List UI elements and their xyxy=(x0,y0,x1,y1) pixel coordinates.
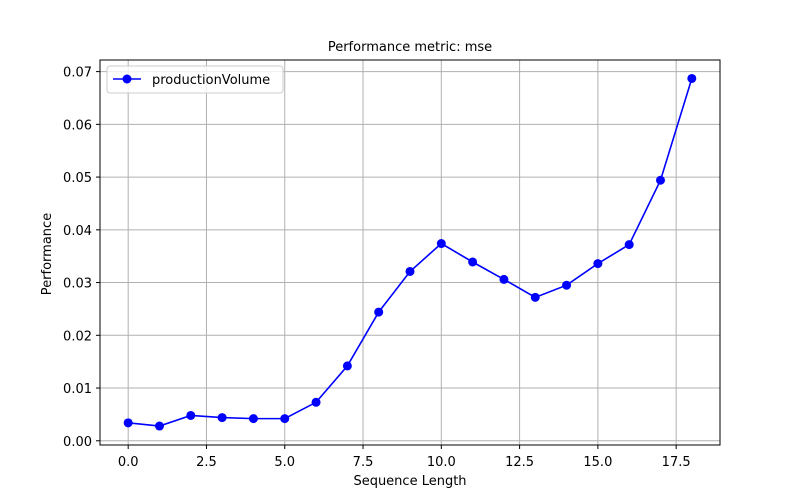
data-point xyxy=(248,414,258,424)
legend: productionVolume xyxy=(106,65,284,94)
x-tick-label: 0.0 xyxy=(118,455,139,470)
data-point xyxy=(154,421,164,431)
data-point xyxy=(624,240,634,250)
x-tick-label: 15.0 xyxy=(583,455,612,470)
x-tick-label: 7.5 xyxy=(353,455,374,470)
x-tick-label: 2.5 xyxy=(196,455,217,470)
x-tick-label: 17.5 xyxy=(662,455,691,470)
data-point xyxy=(311,397,321,407)
data-point xyxy=(405,266,415,276)
data-point xyxy=(123,418,133,428)
data-point xyxy=(530,292,540,302)
x-tick-label: 10.0 xyxy=(427,455,456,470)
x-tick-label: 12.5 xyxy=(505,455,534,470)
legend-box xyxy=(106,65,284,94)
y-tick-label: 0.01 xyxy=(63,382,92,397)
chart-title: Performance metric: mse xyxy=(328,40,492,55)
y-tick-label: 0.07 xyxy=(63,66,92,81)
grid xyxy=(100,60,720,445)
x-tick-label: 5.0 xyxy=(274,455,295,470)
x-axis-ticks: 0.0 2.5 5.0 7.5 10.0 12.5 15.0 17.5 xyxy=(118,445,691,470)
y-tick-label: 0.00 xyxy=(63,435,92,450)
data-point xyxy=(374,307,384,317)
data-point xyxy=(656,175,666,185)
y-axis-ticks: 0.00 0.01 0.02 0.03 0.04 0.05 0.06 0.07 xyxy=(63,66,100,450)
plot-frame xyxy=(99,59,721,446)
data-point xyxy=(593,259,603,269)
data-point xyxy=(687,73,697,83)
data-point xyxy=(186,410,196,420)
data-point xyxy=(468,257,478,267)
data-point xyxy=(342,361,352,371)
y-axis-label: Performance xyxy=(40,213,55,295)
data-point xyxy=(436,239,446,249)
legend-label: productionVolume xyxy=(152,73,270,88)
data-point xyxy=(562,280,572,290)
y-tick-label: 0.06 xyxy=(63,118,92,133)
y-tick-label: 0.04 xyxy=(63,224,92,239)
x-axis-label: Sequence Length xyxy=(353,474,466,489)
legend-marker-swatch xyxy=(122,74,132,84)
series-layer xyxy=(123,73,697,431)
data-point xyxy=(499,274,509,284)
data-point xyxy=(280,414,290,424)
data-point xyxy=(217,413,227,423)
y-tick-label: 0.05 xyxy=(63,171,92,186)
y-tick-label: 0.03 xyxy=(63,277,92,292)
y-tick-label: 0.02 xyxy=(63,329,92,344)
